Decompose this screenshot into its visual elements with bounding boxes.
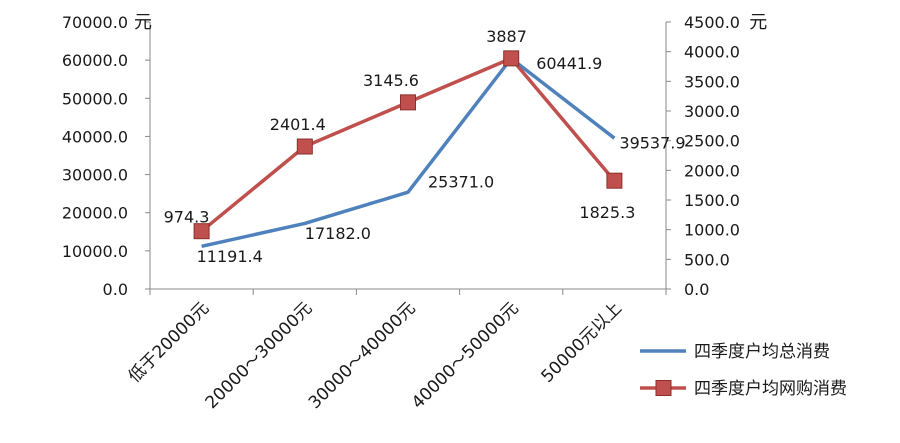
x-tick-label: 30000～40000元 [305,298,420,413]
y-right-tick-label: 1000.0 [684,221,740,240]
x-tick-label: 20000～30000元 [202,298,317,413]
y-right-tick-label: 500.0 [684,250,730,269]
legend-label-0: 四季度户均总消费 [694,342,830,362]
series-marker-1 [193,223,210,240]
y-right-tick-label: 3000.0 [684,102,740,121]
series-marker-1 [400,94,416,111]
y-left-tick-label: 50000.0 [62,89,128,108]
data-label-0: 25371.0 [428,173,494,192]
y-left-tick-label: 30000.0 [62,166,128,185]
y-left-tick-label: 70000.0 [62,13,128,32]
data-label-0: 17182.0 [305,224,371,243]
y-left-tick-label: 0.0 [103,280,128,299]
y-left-tick-label: 40000.0 [62,127,128,146]
legend-label-1: 四季度户均网购消费 [694,379,847,399]
y-left-tick-label: 20000.0 [62,204,128,223]
x-tick-label: 低于20000元 [125,298,213,386]
y-right-unit: 元 [749,12,767,33]
y-right-tick-label: 2500.0 [684,132,740,151]
data-label-0: 60441.9 [536,54,602,73]
x-tick-label: 50000元以上 [537,298,625,386]
y-left-tick-label: 60000.0 [62,51,128,70]
series-marker-1 [296,138,313,155]
y-right-tick-label: 4500.0 [684,13,740,32]
data-label-1: 974.3 [164,208,210,227]
y-left-tick-label: 10000.0 [62,242,128,261]
x-tick-label: 40000～50000元 [408,298,523,413]
y-left-unit: 元 [134,12,152,33]
data-label-1: 3887 [486,27,527,46]
y-right-tick-label: 3500.0 [684,72,740,91]
data-label-1: 3145.6 [363,71,419,90]
series-line-0 [201,56,616,249]
y-right-tick-label: 2000.0 [684,161,740,180]
y-right-tick-label: 4000.0 [684,43,740,62]
series-marker-1 [606,172,623,189]
series-marker-1 [503,50,520,67]
data-label-0: 11191.4 [197,247,263,266]
data-label-1: 1825.3 [579,203,635,222]
y-right-tick-label: 0.0 [684,280,709,299]
data-label-0: 39537.9 [619,134,685,153]
y-right-tick-label: 1500.0 [684,191,740,210]
legend-swatch-marker-1 [655,380,672,396]
data-label-1: 2401.4 [270,115,326,134]
